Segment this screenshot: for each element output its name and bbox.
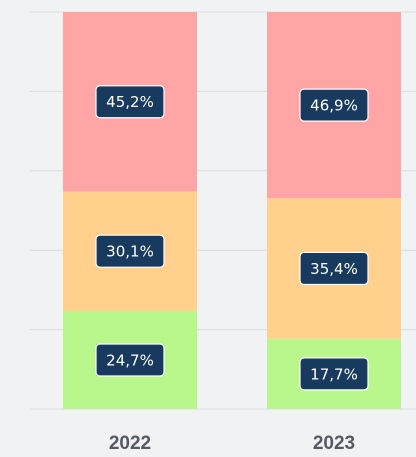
value-label: 45,2% bbox=[106, 93, 154, 111]
value-label-box bbox=[299, 357, 369, 391]
value-label: 17,7% bbox=[310, 365, 358, 383]
value-label-box bbox=[95, 85, 165, 119]
x-tick-label: 2022 bbox=[109, 433, 151, 454]
value-label: 46,9% bbox=[310, 97, 358, 115]
x-tick-label: 2023 bbox=[313, 433, 355, 454]
value-label-box bbox=[95, 234, 165, 268]
value-label-box bbox=[95, 343, 165, 377]
value-label: 30,1% bbox=[106, 243, 154, 261]
value-label-box bbox=[299, 88, 369, 122]
value-label: 35,4% bbox=[310, 260, 358, 278]
value-label: 24,7% bbox=[106, 351, 154, 369]
value-label-box bbox=[299, 251, 369, 286]
